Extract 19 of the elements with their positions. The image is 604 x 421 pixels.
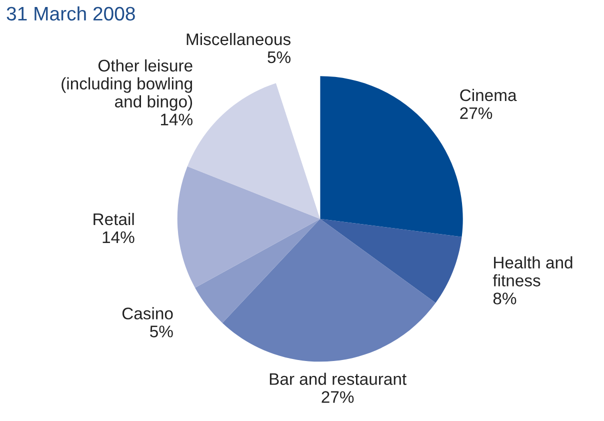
pie-slice bbox=[320, 218, 462, 303]
slice-label: Other leisure (including bowling and bingo) bbox=[62, 59, 192, 111]
chart-title: 31 March 2008 bbox=[6, 6, 135, 21]
data-label: 5% bbox=[150, 326, 173, 338]
data-label: 14% bbox=[160, 114, 192, 126]
pie-slice bbox=[195, 218, 320, 323]
slice-label: Bar and restaurant bbox=[270, 372, 406, 385]
data-label: 27% bbox=[460, 107, 492, 120]
slice-label: Retail bbox=[94, 212, 134, 226]
data-label: 8% bbox=[493, 292, 516, 304]
data-label: 14% bbox=[102, 231, 134, 244]
slice-label: Casino bbox=[122, 307, 173, 320]
slice-label: Health and fitness bbox=[492, 256, 572, 286]
pie-slice bbox=[177, 166, 320, 288]
data-label: 5% bbox=[268, 51, 290, 64]
slice-label: Miscellaneous bbox=[186, 32, 290, 46]
pie-slice bbox=[222, 218, 436, 362]
slice-label: Cinema bbox=[460, 88, 517, 102]
data-label: 27% bbox=[322, 391, 354, 403]
